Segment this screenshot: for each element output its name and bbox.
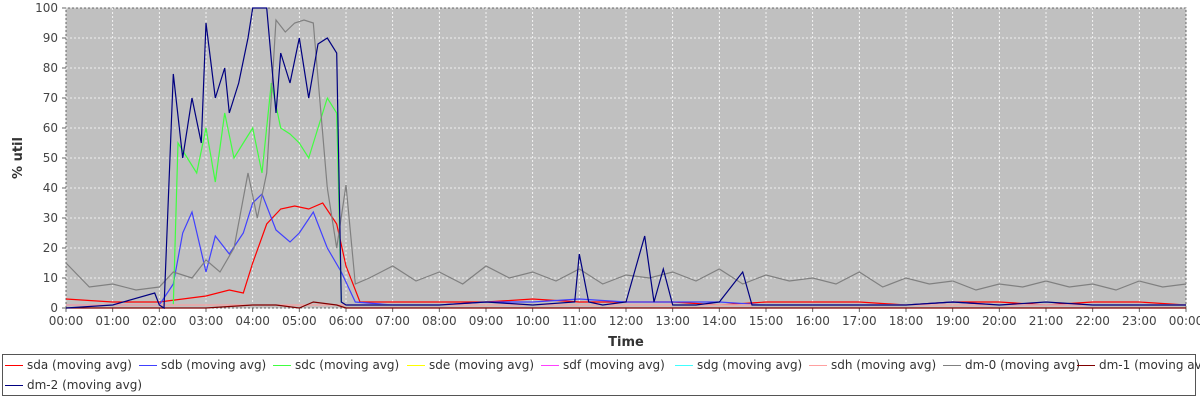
x-tick-label: 11:00: [562, 314, 597, 328]
x-tick-label: 07:00: [375, 314, 410, 328]
legend-label: sda (moving avg): [27, 358, 132, 372]
x-tick-label: 15:00: [749, 314, 784, 328]
x-tick-label: 01:00: [95, 314, 130, 328]
y-tick-label: 50: [43, 151, 58, 165]
legend-label: sdh (moving avg): [831, 358, 937, 372]
x-tick-label: 12:00: [609, 314, 644, 328]
x-tick-label: 09:00: [469, 314, 504, 328]
legend-label: dm-1 (moving avg): [1099, 358, 1200, 372]
x-tick-label: 17:00: [842, 314, 877, 328]
legend-swatch: [407, 364, 425, 366]
legend-label: sdg (moving avg): [697, 358, 803, 372]
legend-item: sdb (moving avg): [139, 356, 266, 374]
x-tick-label: 05:00: [282, 314, 317, 328]
legend-swatch: [1077, 364, 1095, 366]
series-line-2: [172, 82, 342, 306]
series-lines: [65, 7, 1187, 310]
legend-item: dm-2 (moving avg): [5, 376, 142, 394]
x-tick-label: 00:00: [49, 314, 84, 328]
y-tick-label: 20: [43, 241, 58, 255]
y-tick-label: 90: [43, 31, 58, 45]
legend-swatch: [5, 384, 23, 386]
y-tick-label: 80: [43, 61, 58, 75]
series-line-7: [65, 18, 1187, 291]
x-tick-label: 00:00: [1169, 314, 1200, 328]
legend-swatch: [675, 364, 693, 366]
x-tick-label: 21:00: [1029, 314, 1064, 328]
x-tick-label: 19:00: [935, 314, 970, 328]
x-tick-label: 08:00: [422, 314, 457, 328]
x-tick-label: 02:00: [142, 314, 177, 328]
legend-swatch: [809, 364, 827, 366]
legend-swatch: [273, 364, 291, 366]
x-axis-title: Time: [608, 335, 644, 350]
x-tick-label: 20:00: [982, 314, 1017, 328]
y-tick-label: 40: [43, 181, 58, 195]
x-tick-label: 13:00: [655, 314, 690, 328]
y-tick-label: 0: [50, 301, 58, 315]
legend-swatch: [541, 364, 559, 366]
series-line-9: [65, 7, 1186, 310]
legend-item: sdh (moving avg): [809, 356, 936, 374]
x-tick-label: 03:00: [189, 314, 224, 328]
legend-item: sde (moving avg): [407, 356, 534, 374]
legend-swatch: [139, 364, 157, 366]
legend-label: sdf (moving avg): [563, 358, 665, 372]
legend-swatch: [5, 364, 23, 366]
x-tick-label: 22:00: [1075, 314, 1110, 328]
legend-item: dm-1 (moving avg): [1077, 356, 1200, 374]
legend-swatch: [943, 364, 961, 366]
series-line-8: [66, 301, 1186, 309]
y-tick-label: 30: [43, 211, 58, 225]
x-tick-label: 23:00: [1122, 314, 1157, 328]
y-tick-label: 70: [43, 91, 58, 105]
legend-label: sde (moving avg): [429, 358, 535, 372]
legend-label: dm-2 (moving avg): [27, 378, 143, 392]
x-tick-label: 04:00: [235, 314, 270, 328]
legend-label: sdb (moving avg): [161, 358, 267, 372]
legend-label: sdc (moving avg): [295, 358, 400, 372]
y-axis-title: % util: [11, 137, 26, 179]
legend-item: sdf (moving avg): [541, 356, 665, 374]
legend-item: sdg (moving avg): [675, 356, 802, 374]
y-tick-label: 10: [43, 271, 58, 285]
x-tick-label: 16:00: [795, 314, 830, 328]
x-tick-label: 06:00: [329, 314, 364, 328]
legend-item: sdc (moving avg): [273, 356, 399, 374]
x-tick-label: 18:00: [889, 314, 924, 328]
axes: 0 10 20 30 40 50 60 70 80 90 100 00:00 01:00 02:00 03:…: [35, 1, 1200, 328]
y-tick-label: 100: [35, 1, 58, 15]
legend-item: dm-0 (moving avg): [943, 356, 1080, 374]
x-tick-label: 14:00: [702, 314, 737, 328]
x-tick-label: 10:00: [515, 314, 550, 328]
legend-label: dm-0 (moving avg): [965, 358, 1081, 372]
legend-item: sda (moving avg): [5, 356, 132, 374]
legend: sda (moving avg) sdb (moving avg) sdc (mov…: [2, 354, 1200, 396]
y-tick-label: 60: [43, 121, 58, 135]
